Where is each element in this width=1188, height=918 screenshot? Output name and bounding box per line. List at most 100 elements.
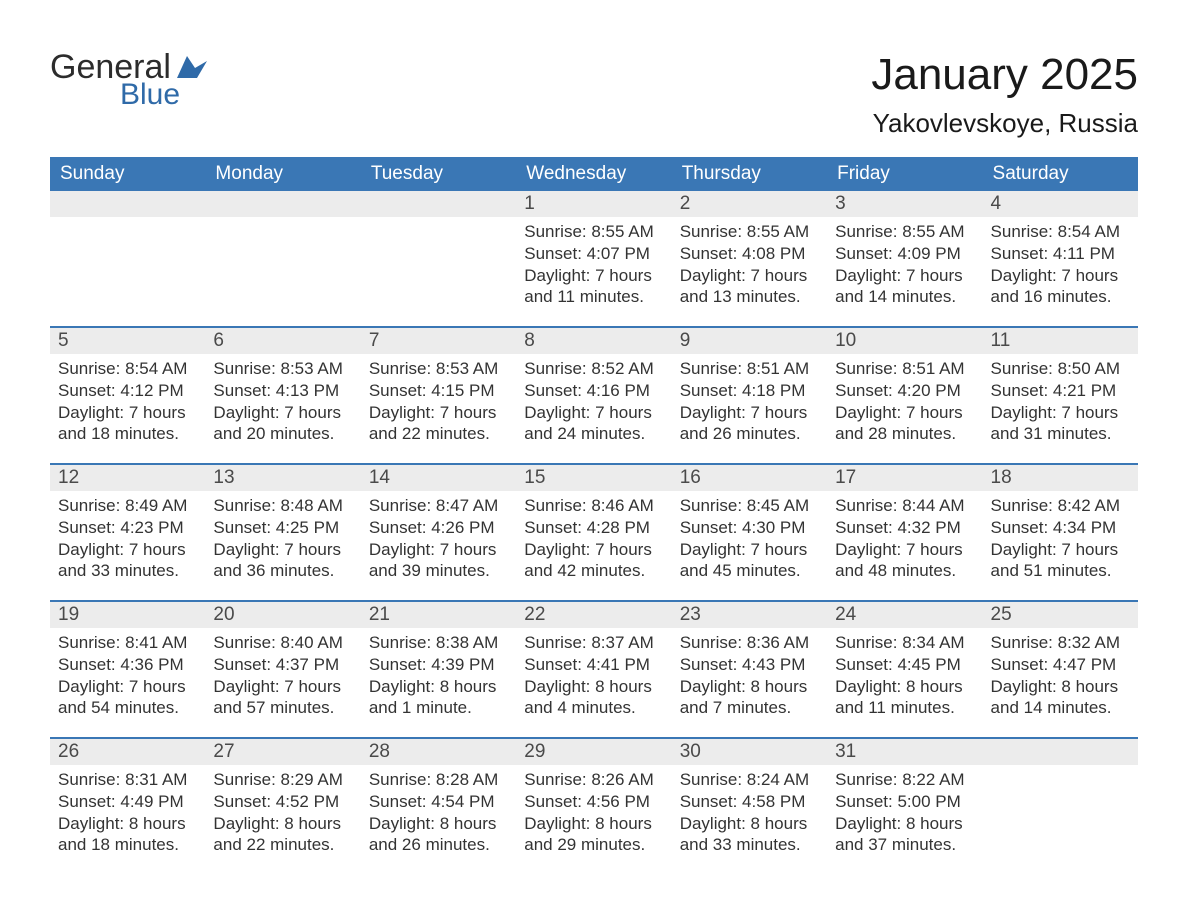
sunrise-text: Sunrise: 8:24 AM (680, 769, 819, 791)
daylight-text: and 18 minutes. (58, 834, 197, 856)
day-number: 5 (50, 327, 205, 354)
daylight-text: Daylight: 8 hours (213, 813, 352, 835)
day-details: Sunrise: 8:54 AMSunset: 4:11 PMDaylight:… (983, 217, 1138, 327)
sunrise-text: Sunrise: 8:38 AM (369, 632, 508, 654)
sunrise-text: Sunrise: 8:55 AM (835, 221, 974, 243)
day-number: 4 (983, 191, 1138, 217)
sunrise-text: Sunrise: 8:44 AM (835, 495, 974, 517)
day-number: 29 (516, 738, 671, 765)
daylight-text: and 51 minutes. (991, 560, 1130, 582)
day-number: 14 (361, 464, 516, 491)
day-number: 24 (827, 601, 982, 628)
sunset-text: Sunset: 4:21 PM (991, 380, 1130, 402)
daylight-text: Daylight: 8 hours (835, 676, 974, 698)
day-details: Sunrise: 8:31 AMSunset: 4:49 PMDaylight:… (50, 765, 205, 874)
day-number: 30 (672, 738, 827, 765)
daylight-text: and 24 minutes. (524, 423, 663, 445)
day-details: Sunrise: 8:24 AMSunset: 4:58 PMDaylight:… (672, 765, 827, 874)
day-details: Sunrise: 8:55 AMSunset: 4:07 PMDaylight:… (516, 217, 671, 327)
daylight-text: and 39 minutes. (369, 560, 508, 582)
day-number: 21 (361, 601, 516, 628)
sunrise-text: Sunrise: 8:51 AM (835, 358, 974, 380)
daylight-text: and 7 minutes. (680, 697, 819, 719)
sunrise-text: Sunrise: 8:46 AM (524, 495, 663, 517)
empty-cell (205, 217, 360, 327)
sunrise-text: Sunrise: 8:41 AM (58, 632, 197, 654)
daylight-text: and 11 minutes. (524, 286, 663, 308)
sunset-text: Sunset: 4:34 PM (991, 517, 1130, 539)
day-number: 19 (50, 601, 205, 628)
daylight-text: Daylight: 8 hours (369, 813, 508, 835)
day-number: 17 (827, 464, 982, 491)
sunset-text: Sunset: 4:26 PM (369, 517, 508, 539)
sunrise-text: Sunrise: 8:37 AM (524, 632, 663, 654)
empty-cell (205, 191, 360, 217)
flag-icon (177, 56, 207, 78)
daylight-text: Daylight: 7 hours (58, 539, 197, 561)
empty-cell (983, 738, 1138, 765)
daylight-text: and 29 minutes. (524, 834, 663, 856)
day-number: 31 (827, 738, 982, 765)
day-number: 12 (50, 464, 205, 491)
sunset-text: Sunset: 4:37 PM (213, 654, 352, 676)
sunrise-text: Sunrise: 8:22 AM (835, 769, 974, 791)
sunrise-text: Sunrise: 8:52 AM (524, 358, 663, 380)
day-details: Sunrise: 8:54 AMSunset: 4:12 PMDaylight:… (50, 354, 205, 464)
daylight-text: Daylight: 7 hours (680, 265, 819, 287)
daylight-text: Daylight: 8 hours (369, 676, 508, 698)
day-number: 22 (516, 601, 671, 628)
day-details: Sunrise: 8:34 AMSunset: 4:45 PMDaylight:… (827, 628, 982, 738)
day-details: Sunrise: 8:37 AMSunset: 4:41 PMDaylight:… (516, 628, 671, 738)
sunrise-text: Sunrise: 8:53 AM (213, 358, 352, 380)
sunrise-text: Sunrise: 8:55 AM (524, 221, 663, 243)
daylight-text: and 18 minutes. (58, 423, 197, 445)
day-details: Sunrise: 8:53 AMSunset: 4:13 PMDaylight:… (205, 354, 360, 464)
daynum-row: 567891011 (50, 327, 1138, 354)
daylight-text: Daylight: 8 hours (524, 813, 663, 835)
day-details: Sunrise: 8:42 AMSunset: 4:34 PMDaylight:… (983, 491, 1138, 601)
day-header: Friday (827, 157, 982, 191)
sunset-text: Sunset: 4:32 PM (835, 517, 974, 539)
sunset-text: Sunset: 4:58 PM (680, 791, 819, 813)
daynum-row: 262728293031 (50, 738, 1138, 765)
day-number: 25 (983, 601, 1138, 628)
daylight-text: Daylight: 8 hours (680, 813, 819, 835)
page-title: January 2025 (871, 50, 1138, 100)
sunrise-text: Sunrise: 8:31 AM (58, 769, 197, 791)
sunrise-text: Sunrise: 8:36 AM (680, 632, 819, 654)
sunrise-text: Sunrise: 8:50 AM (991, 358, 1130, 380)
daylight-text: and 45 minutes. (680, 560, 819, 582)
daylight-text: and 26 minutes. (369, 834, 508, 856)
day-number: 11 (983, 327, 1138, 354)
daylight-text: and 1 minute. (369, 697, 508, 719)
day-details: Sunrise: 8:32 AMSunset: 4:47 PMDaylight:… (983, 628, 1138, 738)
day-number: 13 (205, 464, 360, 491)
content-row: Sunrise: 8:55 AMSunset: 4:07 PMDaylight:… (50, 217, 1138, 327)
daylight-text: Daylight: 8 hours (991, 676, 1130, 698)
sunrise-text: Sunrise: 8:48 AM (213, 495, 352, 517)
day-details: Sunrise: 8:55 AMSunset: 4:09 PMDaylight:… (827, 217, 982, 327)
sunrise-text: Sunrise: 8:53 AM (369, 358, 508, 380)
sunset-text: Sunset: 4:52 PM (213, 791, 352, 813)
daylight-text: and 33 minutes. (58, 560, 197, 582)
daylight-text: Daylight: 7 hours (835, 402, 974, 424)
daylight-text: and 11 minutes. (835, 697, 974, 719)
daylight-text: Daylight: 7 hours (213, 676, 352, 698)
sunset-text: Sunset: 4:39 PM (369, 654, 508, 676)
content-row: Sunrise: 8:54 AMSunset: 4:12 PMDaylight:… (50, 354, 1138, 464)
day-details: Sunrise: 8:53 AMSunset: 4:15 PMDaylight:… (361, 354, 516, 464)
daylight-text: and 4 minutes. (524, 697, 663, 719)
empty-cell (361, 191, 516, 217)
calendar-table: Sunday Monday Tuesday Wednesday Thursday… (50, 157, 1138, 874)
sunset-text: Sunset: 4:23 PM (58, 517, 197, 539)
sunset-text: Sunset: 4:47 PM (991, 654, 1130, 676)
sunset-text: Sunset: 4:12 PM (58, 380, 197, 402)
day-details: Sunrise: 8:49 AMSunset: 4:23 PMDaylight:… (50, 491, 205, 601)
sunset-text: Sunset: 4:15 PM (369, 380, 508, 402)
content-row: Sunrise: 8:49 AMSunset: 4:23 PMDaylight:… (50, 491, 1138, 601)
daylight-text: and 22 minutes. (369, 423, 508, 445)
day-details: Sunrise: 8:41 AMSunset: 4:36 PMDaylight:… (50, 628, 205, 738)
day-number: 23 (672, 601, 827, 628)
sunset-text: Sunset: 4:49 PM (58, 791, 197, 813)
day-details: Sunrise: 8:48 AMSunset: 4:25 PMDaylight:… (205, 491, 360, 601)
